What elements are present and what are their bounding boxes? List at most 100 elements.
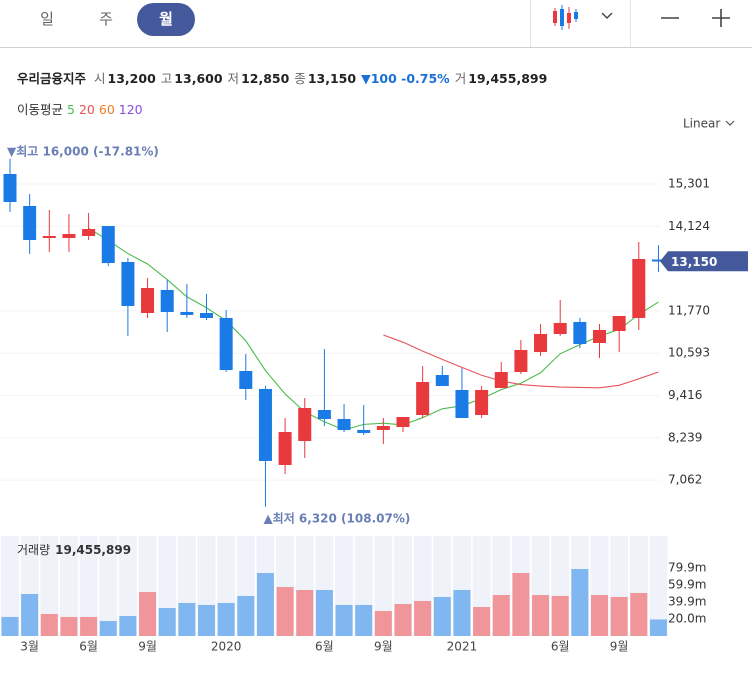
candle-body [141,288,155,313]
candle-body [82,228,96,237]
candle-body [612,315,626,331]
volume-bar [139,591,157,636]
y-tick-label: 15,301 [668,176,710,190]
candle-body [239,370,253,389]
legend-entry: 60 [98,102,115,117]
candle-body [317,409,331,419]
ma-line [88,227,659,431]
legend-entry: 120 [118,102,143,117]
last-price-tag [660,251,748,272]
field-label: 종 [294,71,306,86]
stock-name: 우리금융지주 [17,71,87,86]
volume-bar [80,616,98,636]
zoom-in-button[interactable] [712,9,730,27]
field-value: 13,200 [107,71,156,86]
candle-body [475,389,489,415]
ma-line [383,334,659,389]
volume-bar [532,595,550,636]
volume-column-bg [649,536,668,636]
volume-bar [99,621,117,636]
x-tick-label: 6월 [315,640,334,654]
volume-bar [610,596,628,636]
volume-bar [591,595,608,636]
volume-bar [119,616,137,636]
volume-bar [40,613,58,636]
volume-bar [296,589,314,636]
x-tick-label: 6월 [79,640,98,654]
candle-body [3,174,17,203]
y-tick-label: 10,593 [668,346,710,360]
last-price-label: 13,150 [671,255,717,269]
volume-bar [473,607,491,636]
volume-tick-label: 79.9m [668,561,706,575]
candle-body [651,259,665,262]
y-tick-label: 7,062 [668,473,702,487]
candle-body [219,317,233,370]
quote-info: 우리금융지주 시 13,200 고 13,600 저 12,850 종 13,150 ▼100 -… [17,68,552,87]
volume-bar [178,603,196,636]
candle-body [376,425,390,430]
candle-body [121,261,135,306]
y-tick-label: 11,770 [668,303,710,317]
volume-column-bg [1,536,19,636]
volume-title: 거래량 19,455,899 [17,543,131,557]
volume-bar [217,603,235,636]
field-value: 13,150 [307,71,357,86]
candle-body [573,321,587,344]
ma-title: 이동평균 [17,102,64,117]
candle-body [180,311,194,315]
candle-body [298,407,312,441]
max-annotation: ▼최고 16,000 (-17.81%) [7,143,159,158]
volume-value: 19,455,899 [55,543,131,557]
chart-type-dropdown[interactable] [601,12,613,19]
x-tick-label: 9월 [374,640,393,654]
field-label: 고 [160,71,173,86]
volume-tick-label: 20.0m [668,611,706,625]
volume-bar [237,595,255,636]
volume-bar [512,572,530,636]
scale-dropdown[interactable] [725,120,735,126]
y-tick-label: 9,416 [668,388,702,402]
period-tab[interactable]: 일 [40,10,54,28]
candle-body [200,312,213,318]
candle-body [534,333,548,352]
candle-body [632,259,646,318]
volume-bar [198,604,215,636]
x-tick-label: 9월 [138,640,157,654]
x-tick-label: 6월 [551,640,570,654]
volume-bar [1,616,19,636]
volume-column-bg [40,536,59,636]
volume-bar [433,596,451,636]
y-tick-label: 8,239 [668,430,702,444]
field-label: 거 [454,71,467,86]
period-tab[interactable]: 주 [99,10,113,28]
period-tab[interactable]: 월 [137,3,195,36]
legend-entry: 5 [67,102,75,117]
candle-body [101,226,115,263]
candle-body [278,431,292,465]
candle-body [553,322,567,334]
volume-bar [630,592,648,636]
volume-tick-label: 59.9m [668,578,706,592]
volume-bar [414,600,432,636]
candle-body [494,372,508,388]
volume-bar [335,604,353,636]
field-label: 시 [94,71,106,86]
candle-body [514,349,528,373]
min-annotation: ▲최저 6,320 (108.07%) [263,510,410,525]
y-tick-label: 14,124 [668,219,710,233]
field-value: 13,600 [174,71,223,86]
candle-body [62,233,76,238]
volume-bar [276,587,294,636]
volume-bar [158,608,176,636]
scale-mode[interactable]: Linear [683,117,720,131]
chart-type-icon[interactable] [553,5,578,30]
x-tick-label: 9월 [610,640,629,654]
field-value: 19,455,899 [468,71,548,86]
candle-body [435,374,449,386]
volume-bar [374,611,392,636]
x-tick-label: 2021 [447,640,478,654]
candle-body [396,417,410,427]
volume-column-bg [99,536,118,636]
